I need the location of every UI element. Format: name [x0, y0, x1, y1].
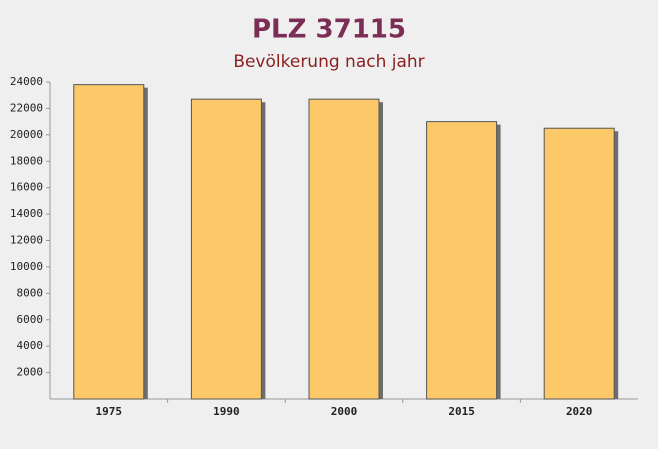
- y-tick-label: 14000: [10, 207, 43, 220]
- bar: [73, 84, 145, 400]
- y-tick-label: 2000: [17, 366, 44, 379]
- y-tick-label: 6000: [17, 313, 44, 326]
- y-tick-label: 22000: [10, 101, 43, 114]
- chart-subtitle: Bevölkerung nach jahr: [233, 52, 424, 72]
- bar: [308, 98, 380, 400]
- bar: [543, 127, 615, 400]
- x-tick-label: 1975: [96, 405, 123, 418]
- y-tick-label: 24000: [10, 75, 43, 88]
- y-tick-label: 8000: [17, 286, 44, 299]
- y-tick-label: 20000: [10, 128, 43, 141]
- y-tick-label: 18000: [10, 154, 43, 167]
- x-tick-label: 2015: [448, 405, 475, 418]
- y-tick-label: 16000: [10, 181, 43, 194]
- x-tick-label: 2000: [331, 405, 358, 418]
- y-tick-label: 10000: [10, 260, 43, 273]
- bar: [426, 121, 498, 400]
- bar: [190, 98, 262, 400]
- y-tick-label: 12000: [10, 234, 43, 247]
- x-tick-label: 2020: [566, 405, 593, 418]
- chart-title: PLZ 37115: [252, 15, 406, 45]
- y-tick-label: 4000: [17, 339, 44, 352]
- x-tick-label: 1990: [213, 405, 240, 418]
